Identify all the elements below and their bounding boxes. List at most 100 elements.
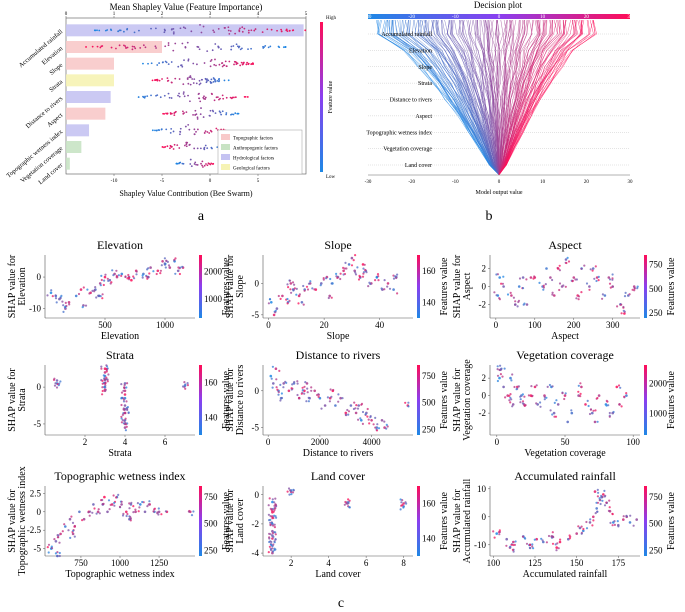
scatter-point	[168, 266, 172, 269]
scatter-point-cloud	[173, 259, 176, 262]
scatter-point-cloud	[271, 498, 274, 501]
scatter-point-cloud	[362, 271, 365, 274]
scatter-point	[161, 260, 164, 263]
scatter-point-cloud	[400, 501, 403, 504]
scatter-point-cloud	[549, 409, 552, 412]
scatter-point-cloud	[586, 399, 589, 402]
scatter-point-cloud	[400, 504, 403, 507]
figure-label-b: b	[486, 209, 493, 224]
swarm-point	[202, 25, 205, 28]
scatter-point-cloud	[506, 293, 510, 296]
swarm-point	[284, 46, 287, 48]
scatter-point-cloud	[273, 540, 276, 543]
swarm-point	[246, 61, 249, 64]
scatter-point-cloud	[159, 269, 162, 272]
colorbar-label: Features value	[221, 370, 232, 429]
scatter-point-cloud	[337, 393, 340, 396]
scatter-point-cloud	[609, 286, 612, 289]
scatter-point	[570, 411, 574, 415]
top-tick-label: 0	[65, 12, 68, 17]
swarm-point	[167, 63, 170, 65]
scatter-point-cloud	[132, 275, 135, 278]
swarm-point	[165, 128, 168, 131]
swarm-point	[126, 46, 129, 49]
scatter-point	[563, 394, 567, 397]
scatter-point-cloud	[269, 548, 273, 552]
scatter-point-cloud	[125, 423, 128, 426]
scatter-point-cloud	[521, 287, 525, 290]
scatter-point-cloud	[521, 535, 525, 538]
swarm-point	[197, 93, 200, 96]
scatter-point-cloud	[589, 268, 592, 271]
swarm-point	[206, 147, 209, 150]
scatter-point-cloud	[277, 294, 280, 298]
scatter-point-cloud	[271, 386, 274, 389]
scatter-point-cloud	[163, 262, 166, 265]
swarm-point	[142, 62, 144, 65]
scatter-point-cloud	[617, 384, 621, 387]
swarm-point	[263, 46, 265, 49]
scatter-point-cloud	[510, 398, 513, 401]
dependence-plot-c6: Vegetation coverage 0 50 100 -2 0 2 Vegetation …	[452, 348, 677, 459]
scatter-point-cloud	[518, 277, 522, 280]
colorbar-label: Features value	[221, 491, 232, 550]
swarm-point	[157, 129, 160, 131]
scatter-point	[96, 510, 100, 514]
scatter-point-cloud	[557, 547, 560, 550]
scatter-point-cloud	[376, 273, 380, 276]
swarm-point	[201, 164, 203, 167]
swarm-point	[238, 29, 241, 31]
scatter-point-cloud	[320, 407, 323, 410]
scatter-point	[123, 426, 127, 429]
scatter-point-cloud	[618, 403, 621, 406]
swarm-point	[218, 98, 220, 101]
scatter-point	[575, 532, 578, 535]
scatter-point-cloud	[273, 508, 276, 511]
swarm-point	[261, 31, 264, 34]
top-tick-label: 4	[257, 12, 260, 17]
scatter-point-cloud	[493, 291, 496, 294]
scatter-point-cloud	[53, 384, 57, 387]
scatter-point-cloud	[601, 297, 604, 300]
scatter-point	[603, 294, 607, 297]
colorbar-tick-label: 1000	[204, 294, 223, 304]
scatter-point-cloud	[110, 281, 113, 284]
legend-swatch	[221, 144, 230, 150]
scatter-point	[347, 263, 351, 266]
swarm-point	[203, 95, 205, 98]
swarm-point	[228, 60, 231, 63]
y-tick-label: 2	[482, 373, 487, 383]
swarm-point	[217, 27, 220, 30]
scatter-point	[360, 419, 363, 422]
colorbar-label: Features value	[666, 370, 677, 429]
scatter-point-cloud	[306, 288, 310, 291]
swarm-point	[280, 28, 282, 31]
swarm-point	[162, 61, 164, 64]
scatter-point-cloud	[561, 392, 564, 395]
decision-line	[498, 19, 562, 176]
swarm-point	[209, 60, 212, 62]
scatter-point-cloud	[120, 397, 123, 400]
swarm-point	[182, 83, 185, 86]
scatter-point-cloud	[579, 392, 582, 395]
scatter-point-cloud	[548, 383, 552, 387]
scatter-point-cloud	[551, 413, 554, 416]
scatter-point-cloud	[521, 393, 525, 396]
feature-labels: Accumulated rainfall Elevation Slope Strata…	[366, 31, 432, 169]
y-axis-label-line2: Slope	[235, 275, 246, 298]
swarm-point	[213, 31, 216, 34]
scatter-point-cloud	[519, 398, 522, 401]
feature-label: Slope	[418, 65, 432, 71]
scatter-point-cloud	[184, 387, 187, 390]
swarm-point	[167, 44, 170, 47]
scatter-point-cloud	[50, 547, 54, 550]
scatter-point	[106, 510, 109, 514]
scatter-point-cloud	[120, 383, 123, 386]
scatter-point-cloud	[268, 545, 271, 548]
swarm-point	[210, 59, 213, 61]
scatter-point-cloud	[345, 267, 348, 270]
scatter-point-cloud	[276, 388, 279, 391]
swarm-point	[182, 162, 185, 165]
bottom-tick-label: 20	[584, 180, 590, 185]
